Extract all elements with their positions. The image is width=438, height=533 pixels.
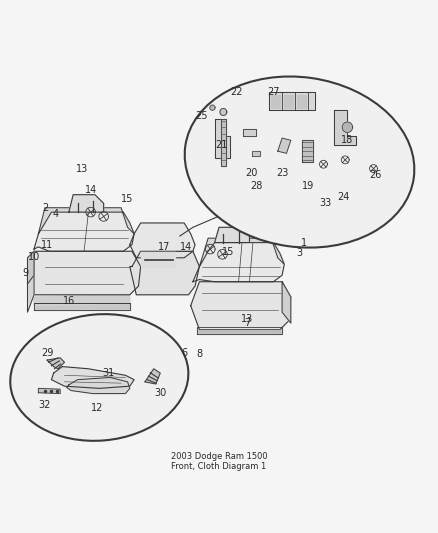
Text: 28: 28: [250, 181, 262, 191]
Text: 31: 31: [102, 368, 114, 378]
Polygon shape: [197, 327, 282, 334]
Text: 10: 10: [28, 252, 40, 262]
Polygon shape: [193, 243, 284, 282]
Text: 23: 23: [276, 168, 288, 178]
Text: 14: 14: [180, 242, 192, 252]
Polygon shape: [220, 109, 227, 116]
Polygon shape: [269, 92, 315, 110]
Polygon shape: [67, 377, 130, 393]
Polygon shape: [39, 208, 134, 234]
Polygon shape: [141, 251, 176, 266]
Polygon shape: [28, 251, 34, 284]
Polygon shape: [69, 195, 104, 212]
Polygon shape: [221, 118, 226, 166]
Text: 25: 25: [195, 111, 208, 122]
Text: 11: 11: [41, 240, 53, 250]
Text: 20: 20: [245, 168, 258, 178]
Polygon shape: [215, 118, 230, 158]
Text: 13: 13: [76, 164, 88, 174]
Text: 6: 6: [181, 348, 187, 358]
Text: 14: 14: [85, 185, 97, 195]
Polygon shape: [199, 329, 280, 332]
Ellipse shape: [10, 314, 188, 441]
Polygon shape: [252, 151, 260, 156]
Polygon shape: [145, 369, 160, 384]
Text: 16: 16: [63, 296, 75, 306]
Text: 2: 2: [42, 203, 48, 213]
Polygon shape: [34, 295, 130, 305]
Text: 29: 29: [41, 348, 53, 358]
Text: 19: 19: [302, 181, 314, 191]
Polygon shape: [34, 303, 130, 310]
Text: 4: 4: [53, 209, 59, 219]
Polygon shape: [278, 138, 291, 154]
Text: 8: 8: [196, 349, 202, 359]
Polygon shape: [47, 358, 64, 369]
Text: 3: 3: [297, 247, 303, 257]
Polygon shape: [210, 105, 215, 110]
Polygon shape: [243, 130, 256, 136]
Text: 33: 33: [319, 198, 332, 208]
Polygon shape: [130, 251, 199, 295]
Polygon shape: [51, 367, 134, 389]
Text: 12: 12: [91, 403, 103, 413]
Polygon shape: [215, 228, 250, 243]
Polygon shape: [34, 212, 134, 251]
Polygon shape: [297, 94, 306, 108]
Text: 17: 17: [159, 242, 171, 252]
Text: 32: 32: [39, 400, 51, 410]
Polygon shape: [342, 122, 353, 132]
Polygon shape: [28, 251, 141, 295]
Text: 30: 30: [154, 387, 166, 398]
Text: 21: 21: [215, 140, 227, 150]
Text: 2003 Dodge Ram 1500
Front, Cloth Diagram 1: 2003 Dodge Ram 1500 Front, Cloth Diagram…: [171, 451, 267, 471]
Polygon shape: [39, 389, 60, 393]
Text: 13: 13: [241, 314, 254, 324]
Text: 26: 26: [370, 170, 382, 180]
Polygon shape: [199, 238, 284, 266]
Polygon shape: [191, 282, 291, 329]
Polygon shape: [334, 110, 356, 144]
Polygon shape: [130, 223, 195, 258]
Polygon shape: [284, 94, 293, 108]
Text: 18: 18: [341, 135, 353, 146]
Text: 22: 22: [230, 87, 243, 98]
Text: 27: 27: [267, 87, 279, 98]
Polygon shape: [302, 140, 313, 162]
Polygon shape: [271, 94, 280, 108]
Ellipse shape: [185, 76, 414, 248]
Polygon shape: [282, 282, 291, 323]
Text: 7: 7: [244, 318, 251, 328]
Text: 15: 15: [222, 247, 234, 257]
Text: 1: 1: [301, 238, 307, 247]
Text: 24: 24: [337, 192, 349, 202]
Text: 15: 15: [121, 194, 134, 204]
Polygon shape: [28, 251, 34, 312]
Text: 9: 9: [22, 268, 28, 278]
